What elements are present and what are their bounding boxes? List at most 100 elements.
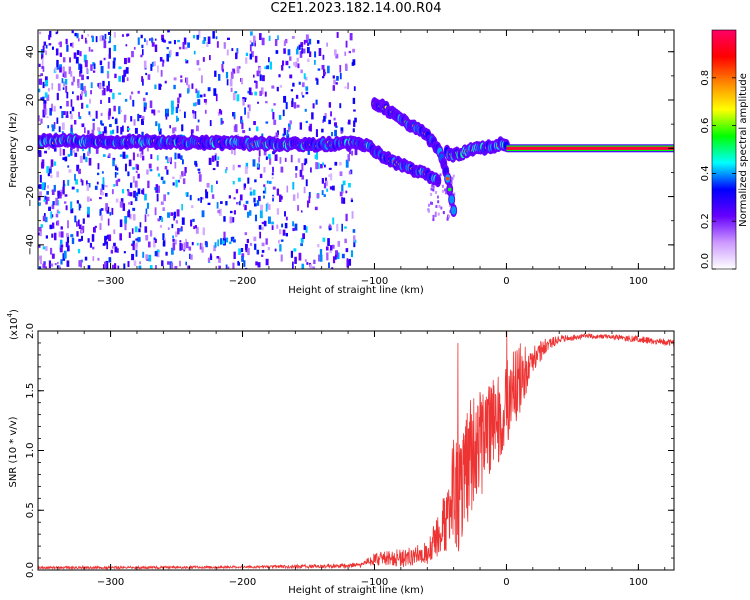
spectrogram-noise-cell bbox=[258, 67, 262, 71]
spectrogram-noise-cell bbox=[209, 55, 211, 61]
spectrogram-noise-cell bbox=[56, 117, 59, 124]
spectrogram-noise-cell bbox=[70, 146, 73, 150]
spectrogram-noise-cell bbox=[249, 191, 253, 196]
spectrogram-noise-cell bbox=[177, 103, 180, 109]
spectrogram-noise-cell bbox=[273, 135, 277, 138]
spectrogram-noise-cell bbox=[247, 177, 250, 184]
spectrogram-noise-cell bbox=[147, 214, 150, 217]
spectrogram-noise-cell bbox=[254, 214, 258, 222]
spectrogram-noise-cell bbox=[276, 188, 280, 196]
spectrogram-noise-cell bbox=[341, 197, 344, 204]
spectrogram-noise-cell bbox=[38, 226, 42, 232]
spectrogram-noise-cell bbox=[78, 224, 82, 230]
spectrogram-noise-cell bbox=[225, 264, 228, 269]
spectrogram-noise-cell bbox=[85, 268, 88, 269]
spectrogram-noise-cell bbox=[153, 240, 156, 248]
spectrogram-noise-cell bbox=[347, 119, 351, 125]
spectrogram-y-tick-label: −40 bbox=[25, 234, 36, 255]
spectrogram-noise-cell bbox=[59, 41, 62, 48]
spectrogram-noise-cell bbox=[78, 219, 80, 227]
spectrogram-noise-cell bbox=[165, 108, 169, 114]
spectrogram-noise-cell bbox=[214, 152, 218, 156]
spectrogram-noise-cell bbox=[216, 160, 219, 167]
spectrogram-noise-cell bbox=[85, 180, 88, 186]
spectrogram-noise-cell bbox=[258, 150, 261, 157]
spectrogram-noise-cell bbox=[198, 30, 201, 38]
spectrogram-noise-cell bbox=[261, 226, 264, 231]
spectrogram-noise-cell bbox=[65, 38, 68, 45]
spectrogram-noise-cell bbox=[115, 198, 119, 203]
spectrogram-noise-cell bbox=[130, 201, 133, 205]
spectrogram-noise-cell bbox=[89, 98, 91, 104]
spectrogram-noise-cell bbox=[256, 70, 260, 77]
spectrogram-noise-cell bbox=[166, 53, 170, 62]
spectrogram-noise-cell bbox=[92, 118, 96, 122]
spectrogram-noise-cell bbox=[238, 200, 241, 206]
snr-series-line bbox=[38, 331, 674, 570]
spectrogram-noise-cell bbox=[60, 244, 64, 248]
spectrogram-noise-cell bbox=[318, 254, 321, 262]
spectrogram-noise-cell bbox=[214, 242, 217, 248]
spectrogram-noise-cell bbox=[279, 229, 282, 235]
spectrogram-noise-cell bbox=[76, 231, 79, 237]
spectrogram-x-tick-label: −200 bbox=[229, 276, 256, 287]
spectrogram-noise-cell bbox=[153, 61, 156, 67]
spectrogram-noise-cell bbox=[344, 63, 348, 71]
spectrogram-noise-cell bbox=[65, 205, 68, 211]
spectrogram-noise-cell bbox=[119, 233, 122, 241]
spectrogram-noise-cell bbox=[295, 94, 299, 99]
spectrogram-noise-cell bbox=[137, 153, 139, 157]
spectrogram-noise-cell bbox=[263, 184, 266, 187]
spectrogram-noise-cell bbox=[296, 48, 299, 55]
spectrogram-noise-cell bbox=[161, 34, 164, 41]
spectrogram-noise-cell bbox=[314, 206, 318, 211]
spectrogram-noise-cell bbox=[434, 214, 437, 218]
spectrogram-noise-cell bbox=[92, 256, 95, 261]
spectrogram-noise-cell bbox=[213, 245, 216, 252]
spectrogram-noise-cell bbox=[171, 247, 174, 255]
spectrogram-noise-cell bbox=[289, 74, 293, 79]
spectrogram-noise-cell bbox=[112, 157, 116, 161]
spectrogram-noise-cell bbox=[142, 188, 145, 195]
spectrogram-noise-cell bbox=[187, 88, 190, 94]
spectrogram-noise-cell bbox=[137, 173, 140, 179]
spectrogram-noise-cell bbox=[161, 62, 165, 67]
spectrogram-ridge-peak bbox=[445, 176, 450, 181]
spectrogram-noise-cell bbox=[439, 173, 442, 177]
spectrogram-noise-cell bbox=[322, 119, 324, 123]
spectrogram-noise-cell bbox=[331, 267, 334, 269]
spectrogram-noise-cell bbox=[285, 232, 288, 237]
spectrogram-x-tick-label: 0 bbox=[503, 276, 509, 287]
spectrogram-noise-cell bbox=[76, 221, 78, 227]
spectrogram-noise-cell bbox=[167, 192, 170, 195]
spectrogram-noise-cell bbox=[242, 98, 245, 106]
spectrogram-noise-cell bbox=[435, 190, 438, 194]
spectrogram-noise-cell bbox=[79, 64, 83, 68]
spectrogram-noise-cell bbox=[256, 200, 260, 206]
spectrogram-noise-cell bbox=[80, 230, 83, 233]
spectrogram-noise-cell bbox=[153, 109, 156, 116]
spectrogram-noise-cell bbox=[279, 194, 282, 202]
spectrogram-noise-cell bbox=[221, 64, 224, 71]
spectrogram-noise-cell bbox=[217, 111, 221, 116]
spectrogram-noise-cell bbox=[437, 212, 440, 216]
spectrogram-noise-cell bbox=[50, 263, 54, 267]
spectrogram-noise-cell bbox=[77, 38, 80, 42]
spectrogram-noise-cell bbox=[300, 237, 304, 243]
spectrogram-noise-cell bbox=[176, 115, 178, 122]
spectrogram-noise-cell bbox=[58, 265, 61, 269]
spectrogram-noise-cell bbox=[149, 169, 153, 172]
spectrogram-noise-cell bbox=[230, 147, 234, 155]
spectrogram-noise-cell bbox=[237, 260, 240, 265]
spectrogram-noise-cell bbox=[67, 165, 70, 168]
spectrogram-noise-cell bbox=[163, 194, 167, 202]
spectrogram-noise-cell bbox=[249, 53, 253, 60]
colorbar-tick-label: 0.6 bbox=[700, 118, 711, 134]
spectrogram-frame bbox=[37, 29, 675, 270]
spectrogram-noise-cell bbox=[336, 223, 339, 232]
spectrogram-noise-cell bbox=[323, 194, 326, 197]
spectrogram-noise-cell bbox=[195, 88, 198, 94]
spectrogram-noise-cell bbox=[291, 98, 294, 105]
snr-y-tick-label: 0.0 bbox=[25, 562, 36, 578]
spectrogram-noise-cell bbox=[142, 97, 146, 102]
